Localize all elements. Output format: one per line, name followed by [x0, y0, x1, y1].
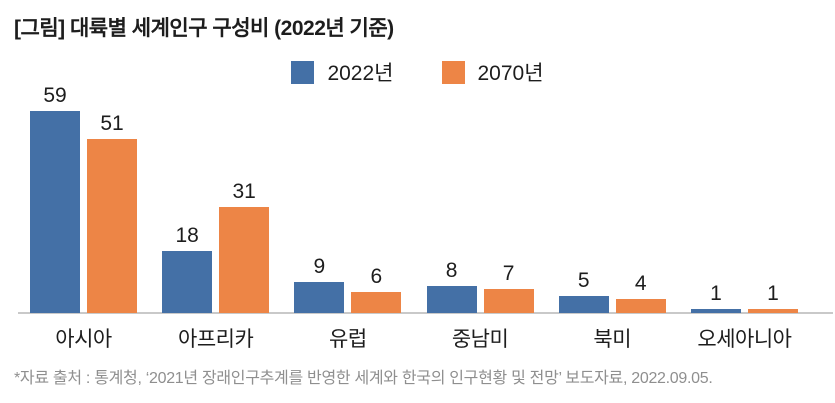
bar-2070년 — [219, 207, 270, 313]
legend-item-2070: 2070년 — [441, 57, 544, 87]
source-note: *자료 출처 : 통계청, ‘2021년 장래인구추계를 반영한 세계와 한국의… — [14, 370, 713, 387]
bar-column: 1 — [747, 282, 798, 313]
value-label: 1 — [767, 282, 779, 305]
bar-group-2: 18 31 아프리카 — [162, 180, 270, 351]
value-label: 7 — [502, 262, 515, 285]
category-label: 북미 — [593, 328, 632, 351]
bar-2022년 — [30, 111, 80, 313]
bar-2022년 — [690, 309, 741, 313]
bar-2022년 — [294, 282, 345, 313]
category-label: 아시아 — [55, 328, 112, 351]
bar-column: 59 — [30, 85, 80, 313]
legend-swatch-2070 — [441, 60, 465, 84]
bar-column: 6 — [351, 265, 402, 313]
category-label: 유럽 — [329, 328, 367, 351]
category-label: 중남미 — [451, 328, 509, 351]
value-label: 31 — [232, 180, 256, 203]
legend-swatch-2022 — [291, 60, 315, 84]
bar-column: 4 — [615, 272, 666, 313]
bar-pair: 18 31 — [162, 180, 270, 313]
value-label: 1 — [710, 282, 722, 305]
legend-label-2022: 2022년 — [327, 62, 394, 85]
bar-group-4: 8 7 중남미 — [426, 259, 534, 351]
bar-group-5: 5 4 북미 — [558, 269, 666, 351]
bar-column: 51 — [87, 113, 137, 313]
x-axis-baseline — [18, 312, 833, 314]
value-label: 6 — [370, 265, 383, 288]
category-label: 아프리카 — [178, 328, 254, 351]
bar-group-1: 59 51 아시아 — [30, 85, 137, 351]
bar-group-3: 9 6 유럽 — [294, 255, 402, 351]
bar-2070년 — [615, 299, 666, 313]
value-label: 59 — [43, 84, 67, 107]
bar-2070년 — [351, 292, 402, 313]
legend-item-2022: 2022년 — [291, 57, 394, 87]
bar-column: 7 — [483, 262, 534, 313]
bar-2070년 — [747, 309, 798, 313]
value-label: 51 — [100, 112, 124, 135]
chart-title: [그림] 대륙별 세계인구 구성비 (2022년 기준) — [14, 17, 394, 40]
chart-legend: 2022년 2070년 — [0, 57, 835, 87]
bar-groups: 59 51 아시아 18 31 아프리카 9 6 유럽 8 7 중남미 5 4 북미 1 1 오세아니아 — [30, 85, 798, 351]
category-label: 오세아니아 — [697, 328, 792, 351]
value-label: 18 — [175, 224, 199, 247]
bar-column: 1 — [690, 282, 741, 313]
value-label: 9 — [313, 255, 326, 278]
bar-2022년 — [162, 251, 213, 313]
bar-column: 8 — [426, 259, 477, 313]
bar-column: 9 — [294, 255, 345, 313]
bar-2070년 — [483, 289, 534, 313]
bar-2070년 — [87, 139, 137, 313]
bar-group-6: 1 1 오세아니아 — [690, 282, 798, 351]
bar-2022년 — [426, 286, 477, 313]
value-label: 5 — [577, 269, 590, 292]
bar-pair: 59 51 — [30, 85, 137, 313]
value-label: 4 — [634, 272, 647, 295]
value-label: 8 — [445, 259, 458, 282]
bar-column: 5 — [558, 269, 609, 313]
bar-column: 18 — [162, 224, 213, 313]
legend-label-2070: 2070년 — [477, 62, 544, 85]
bar-2022년 — [558, 296, 609, 313]
bar-column: 31 — [219, 180, 270, 313]
